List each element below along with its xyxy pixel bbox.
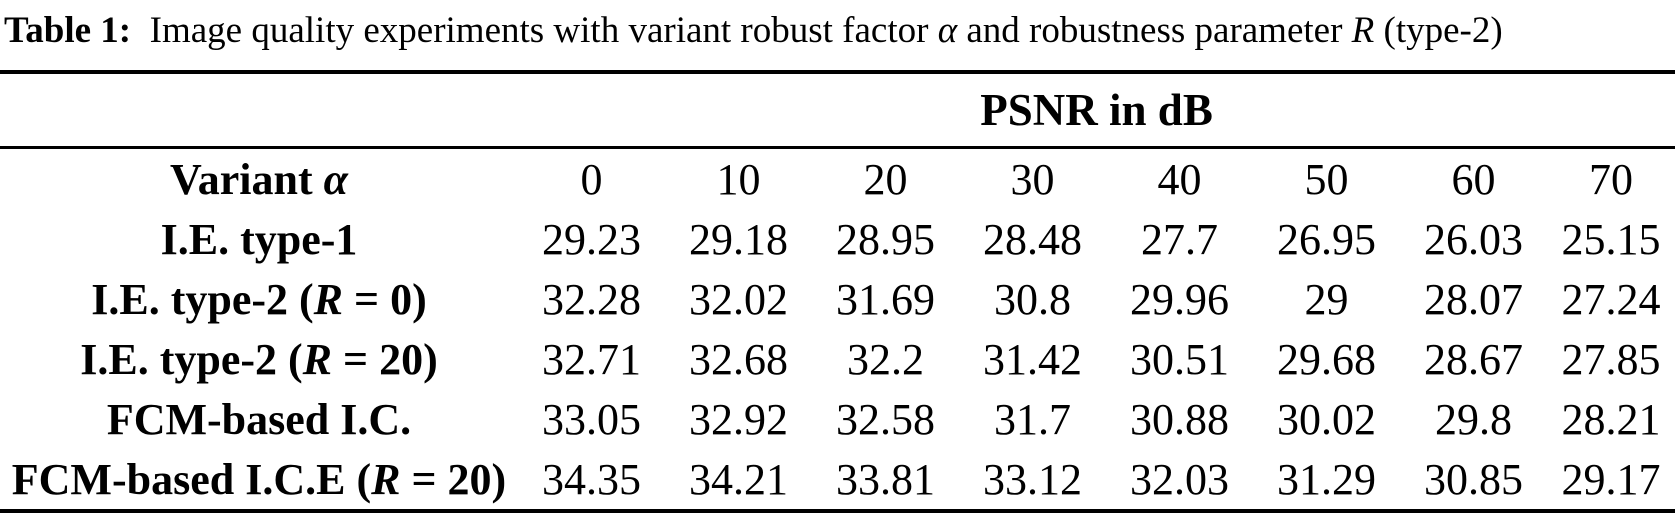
psnr-value: 30.51 xyxy=(1130,334,1229,384)
psnr-value: 27.7 xyxy=(1141,214,1218,264)
psnr-value: 32.02 xyxy=(689,274,788,324)
psnr-value: 28.95 xyxy=(836,214,935,264)
psnr-value: 29.96 xyxy=(1130,274,1229,324)
psnr-value: 31.7 xyxy=(994,394,1071,444)
table-row: I.E. type-2 (R = 20) 32.71 32.68 32.2 31.42 3… xyxy=(0,329,1675,389)
column-header-row: Variant α 0 10 20 30 40 50 60 70 xyxy=(0,148,1675,210)
psnr-value: 27.24 xyxy=(1561,274,1661,324)
psnr-value: 32.71 xyxy=(542,334,641,384)
psnr-value: 25.15 xyxy=(1561,214,1661,264)
psnr-value: 32.03 xyxy=(1130,454,1229,504)
text-segment: (type-2) xyxy=(1374,10,1503,51)
psnr-value: 32.58 xyxy=(836,394,935,444)
psnr-value: 34.35 xyxy=(542,454,641,504)
text-segment: = 20) xyxy=(332,334,438,384)
text-segment: R xyxy=(1351,10,1375,51)
row-label: I.E. type-1 xyxy=(0,209,518,269)
corner-cell xyxy=(0,72,518,149)
text-segment: and robustness parameter xyxy=(957,10,1352,51)
psnr-value: 30.02 xyxy=(1277,394,1376,444)
group-header-row: PSNR in dB xyxy=(0,72,1675,149)
psnr-value: 29.17 xyxy=(1561,454,1661,504)
col-header-30: 30 xyxy=(1010,154,1055,204)
text-segment: FCM-based I.C. xyxy=(106,394,412,444)
psnr-value: 29.8 xyxy=(1435,394,1512,444)
psnr-value: 28.67 xyxy=(1424,334,1523,384)
psnr-value: 29.18 xyxy=(689,214,788,264)
psnr-value: 32.68 xyxy=(689,334,788,384)
psnr-value: 33.05 xyxy=(542,394,641,444)
psnr-value: 30.85 xyxy=(1424,454,1523,504)
text-segment: α xyxy=(323,154,348,204)
text-segment: R xyxy=(313,274,344,324)
col-header-10: 10 xyxy=(716,154,761,204)
psnr-group-header: PSNR in dB xyxy=(518,72,1675,149)
text-segment: = 20) xyxy=(400,454,507,504)
psnr-value: 31.29 xyxy=(1277,454,1376,504)
variant-alpha-header: Variant α xyxy=(0,148,518,210)
text-segment: R xyxy=(371,454,401,504)
psnr-value: 28.07 xyxy=(1424,274,1523,324)
psnr-value: 29.68 xyxy=(1277,334,1376,384)
col-header-40: 40 xyxy=(1157,154,1202,204)
text-segment: R xyxy=(302,334,333,384)
psnr-table: PSNR in dB Variant α 0 10 20 30 40 50 60 70 I.E… xyxy=(0,70,1675,513)
table-row: I.E. type-2 (R = 0) 32.28 32.02 31.69 30.8 29… xyxy=(0,269,1675,329)
text-segment: = 0) xyxy=(343,274,427,324)
text-segment: FCM-based I.C.E ( xyxy=(11,454,372,504)
psnr-value: 26.03 xyxy=(1424,214,1523,264)
text-segment: Table 1: xyxy=(4,10,132,51)
psnr-value: 33.12 xyxy=(983,454,1082,504)
psnr-value: 32.2 xyxy=(847,334,924,384)
row-label: FCM-based I.C. xyxy=(0,389,518,449)
col-header-0: 0 xyxy=(580,154,603,204)
col-header-50: 50 xyxy=(1304,154,1349,204)
table-row: I.E. type-1 29.23 29.18 28.95 28.48 27.7 26.95… xyxy=(0,209,1675,269)
psnr-value: 28.21 xyxy=(1561,394,1661,444)
text-segment: Image quality experiments with variant r… xyxy=(131,10,938,51)
psnr-value: 30.8 xyxy=(994,274,1071,324)
col-header-70: 70 xyxy=(1589,154,1634,204)
table-row: FCM-based I.C. 33.05 32.92 32.58 31.7 30.88 30… xyxy=(0,389,1675,449)
psnr-value: 30.88 xyxy=(1130,394,1229,444)
psnr-value: 34.21 xyxy=(689,454,788,504)
text-segment: Variant xyxy=(170,154,324,204)
col-header-60: 60 xyxy=(1451,154,1496,204)
row-label: I.E. type-2 (R = 0) xyxy=(0,269,518,329)
psnr-value: 29.23 xyxy=(542,214,641,264)
text-segment: I.E. type-1 xyxy=(160,214,358,264)
col-header-20: 20 xyxy=(863,154,908,204)
psnr-value: 27.85 xyxy=(1561,334,1661,384)
psnr-value: 28.48 xyxy=(983,214,1082,264)
psnr-value: 26.95 xyxy=(1277,214,1376,264)
psnr-value: 31.69 xyxy=(836,274,935,324)
psnr-value: 32.92 xyxy=(689,394,788,444)
psnr-value: 32.28 xyxy=(542,274,641,324)
row-label: I.E. type-2 (R = 20) xyxy=(0,329,518,389)
text-segment: α xyxy=(937,10,958,51)
psnr-value: 29 xyxy=(1304,274,1349,324)
psnr-value: 31.42 xyxy=(983,334,1082,384)
text-segment: I.E. type-2 ( xyxy=(91,274,314,324)
row-label: FCM-based I.C.E (R = 20) xyxy=(0,449,518,511)
text-segment: I.E. type-2 ( xyxy=(80,334,303,384)
table-caption: Table 1: Image quality experiments with … xyxy=(0,0,1675,70)
table-row: FCM-based I.C.E (R = 20) 34.35 34.21 33.81 3… xyxy=(0,449,1675,511)
psnr-value: 33.81 xyxy=(836,454,935,504)
